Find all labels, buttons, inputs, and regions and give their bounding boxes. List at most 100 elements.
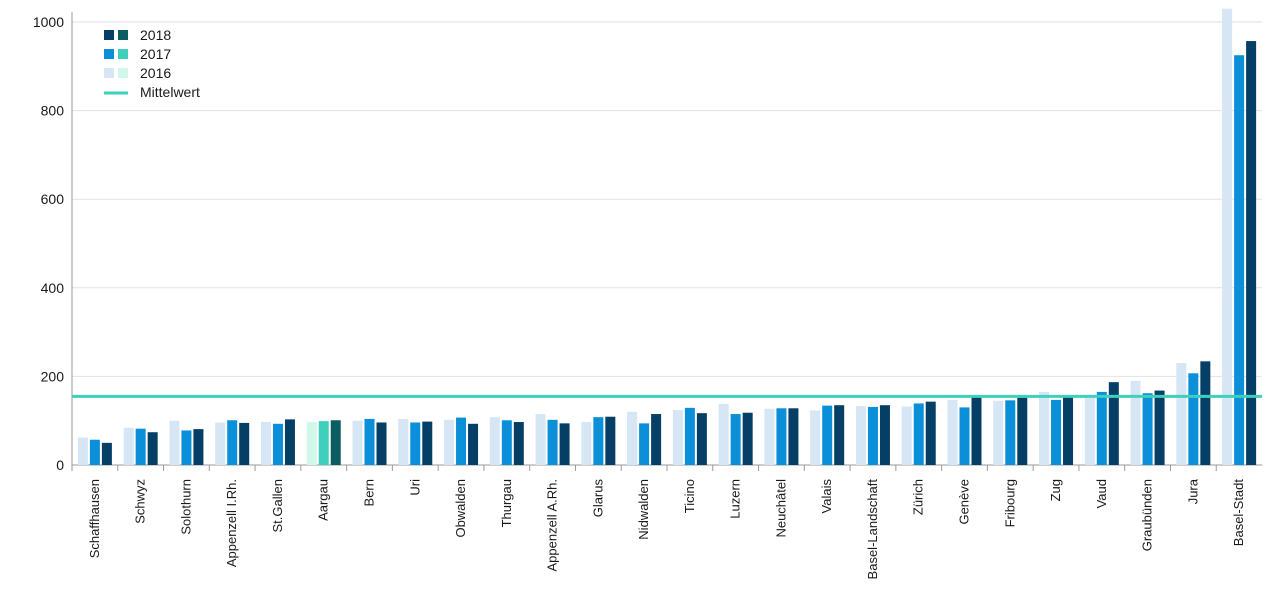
bar-2017 xyxy=(684,407,695,465)
bar-2018 xyxy=(696,413,707,465)
x-tick-label: Zug xyxy=(1048,479,1063,501)
bar-2017 xyxy=(593,417,604,465)
x-tick-label: St.Gallen xyxy=(270,479,285,532)
legend-swatch-2018 xyxy=(104,30,114,40)
legend-swatch-highlight-2016 xyxy=(118,68,128,78)
bar-2018 xyxy=(1108,382,1119,465)
bar-2017 xyxy=(776,408,787,465)
y-tick-label: 200 xyxy=(41,368,65,384)
legend-swatch-highlight-2018 xyxy=(118,30,128,40)
bar-2017 xyxy=(639,423,650,465)
x-tick-label: Uri xyxy=(407,479,422,496)
bar-2017 xyxy=(364,418,375,465)
bar-2017 xyxy=(822,405,833,465)
x-tick-label: Nidwalden xyxy=(636,479,651,540)
bar-2017 xyxy=(867,406,878,465)
x-tick-label: Schwyz xyxy=(133,479,148,524)
bar-2018 xyxy=(879,405,890,465)
grid-lines xyxy=(72,21,1262,466)
x-tick-label: Jura xyxy=(1185,478,1200,504)
bar-2018 xyxy=(925,401,936,465)
x-tick-label: Neuchâtel xyxy=(773,479,788,538)
bar-2017 xyxy=(1096,391,1107,465)
y-tick-label: 1000 xyxy=(33,14,64,30)
bar-2016 xyxy=(947,399,958,465)
bar-2016 xyxy=(260,422,271,465)
bar-2018 xyxy=(1017,397,1028,465)
y-tick-label: 400 xyxy=(41,280,65,296)
legend: 2018 2017 2016 Mittelwert xyxy=(104,27,200,100)
x-tick-label: Zürich xyxy=(911,479,926,515)
y-tick-label: 0 xyxy=(56,457,64,473)
bar-2016 xyxy=(1084,395,1095,465)
bar-2017 xyxy=(227,420,238,465)
bar-2016 xyxy=(810,410,821,465)
bar-2017 xyxy=(959,407,970,465)
bars-group xyxy=(77,8,1257,466)
bar-2016 xyxy=(352,420,363,465)
x-tick-label: Bern xyxy=(362,479,377,506)
bar-2018 xyxy=(1200,361,1211,465)
bar-2018 xyxy=(376,422,387,465)
bar-2017 xyxy=(1234,55,1245,465)
x-tick-label: Thurgau xyxy=(499,479,514,527)
x-tick-label: Basel-Stadt xyxy=(1231,479,1246,547)
bar-2016 xyxy=(169,420,180,465)
bar-2018 xyxy=(834,405,845,465)
y-axis: 0 200 400 600 800 1000 xyxy=(33,12,73,473)
bar-2016 xyxy=(627,411,638,465)
bar-2016 xyxy=(215,422,226,465)
x-tick-label: Schaffhausen xyxy=(87,479,102,558)
bar-2017 xyxy=(1188,373,1199,465)
bar-2017 xyxy=(730,414,741,465)
y-tick-label: 800 xyxy=(41,103,65,119)
legend-swatch-2016 xyxy=(104,68,114,78)
bar-2017 xyxy=(501,420,512,465)
bar-2018 xyxy=(468,423,479,465)
bar-2018 xyxy=(1063,396,1074,465)
bar-2017 xyxy=(410,422,421,465)
bar-2016 xyxy=(398,418,409,465)
bar-2018 xyxy=(239,422,250,465)
bar-2016 xyxy=(1176,363,1187,465)
x-tick-label: Aargau xyxy=(316,479,331,521)
bar-2017 xyxy=(181,430,192,465)
bar-2018 xyxy=(651,414,662,465)
bar-2018 xyxy=(284,419,295,465)
bar-2016 xyxy=(993,400,1004,465)
bar-2018 xyxy=(605,416,616,465)
bar-2018 xyxy=(1154,390,1165,465)
bar-2017 xyxy=(318,421,329,465)
bar-2018 xyxy=(422,421,433,465)
x-tick-label: Solothurn xyxy=(178,479,193,535)
x-tick-label: Vaud xyxy=(1094,479,1109,508)
x-tick-label: Appenzell I.Rh. xyxy=(224,479,239,567)
x-tick-label: Luzern xyxy=(728,479,743,519)
bar-2018 xyxy=(742,412,753,465)
x-tick-label: Ticino xyxy=(682,479,697,513)
legend-label-mittelwert: Mittelwert xyxy=(140,84,200,100)
bar-2016 xyxy=(1130,380,1141,465)
bar-2018 xyxy=(101,442,112,465)
bar-2018 xyxy=(788,408,799,465)
legend-swatch-2017 xyxy=(104,49,114,59)
bar-2018 xyxy=(513,422,524,465)
legend-label-2016: 2016 xyxy=(140,65,171,81)
x-tick-label: Basel-Landschaft xyxy=(865,479,880,580)
bar-2016 xyxy=(1222,8,1233,466)
bar-2018 xyxy=(147,432,158,465)
bar-2018 xyxy=(193,429,204,465)
bar-2016 xyxy=(306,422,317,465)
legend-swatch-highlight-2017 xyxy=(118,49,128,59)
x-tick-label: Appenzell A.Rh. xyxy=(545,479,560,572)
legend-label-2018: 2018 xyxy=(140,27,171,43)
y-tick-label: 600 xyxy=(41,191,65,207)
legend-label-2017: 2017 xyxy=(140,46,171,62)
bar-2016 xyxy=(901,406,912,465)
x-tick-label: Genève xyxy=(957,479,972,525)
bar-2016 xyxy=(489,417,500,465)
bar-2016 xyxy=(581,422,592,465)
bar-2016 xyxy=(535,414,546,465)
bar-2017 xyxy=(1142,393,1153,465)
